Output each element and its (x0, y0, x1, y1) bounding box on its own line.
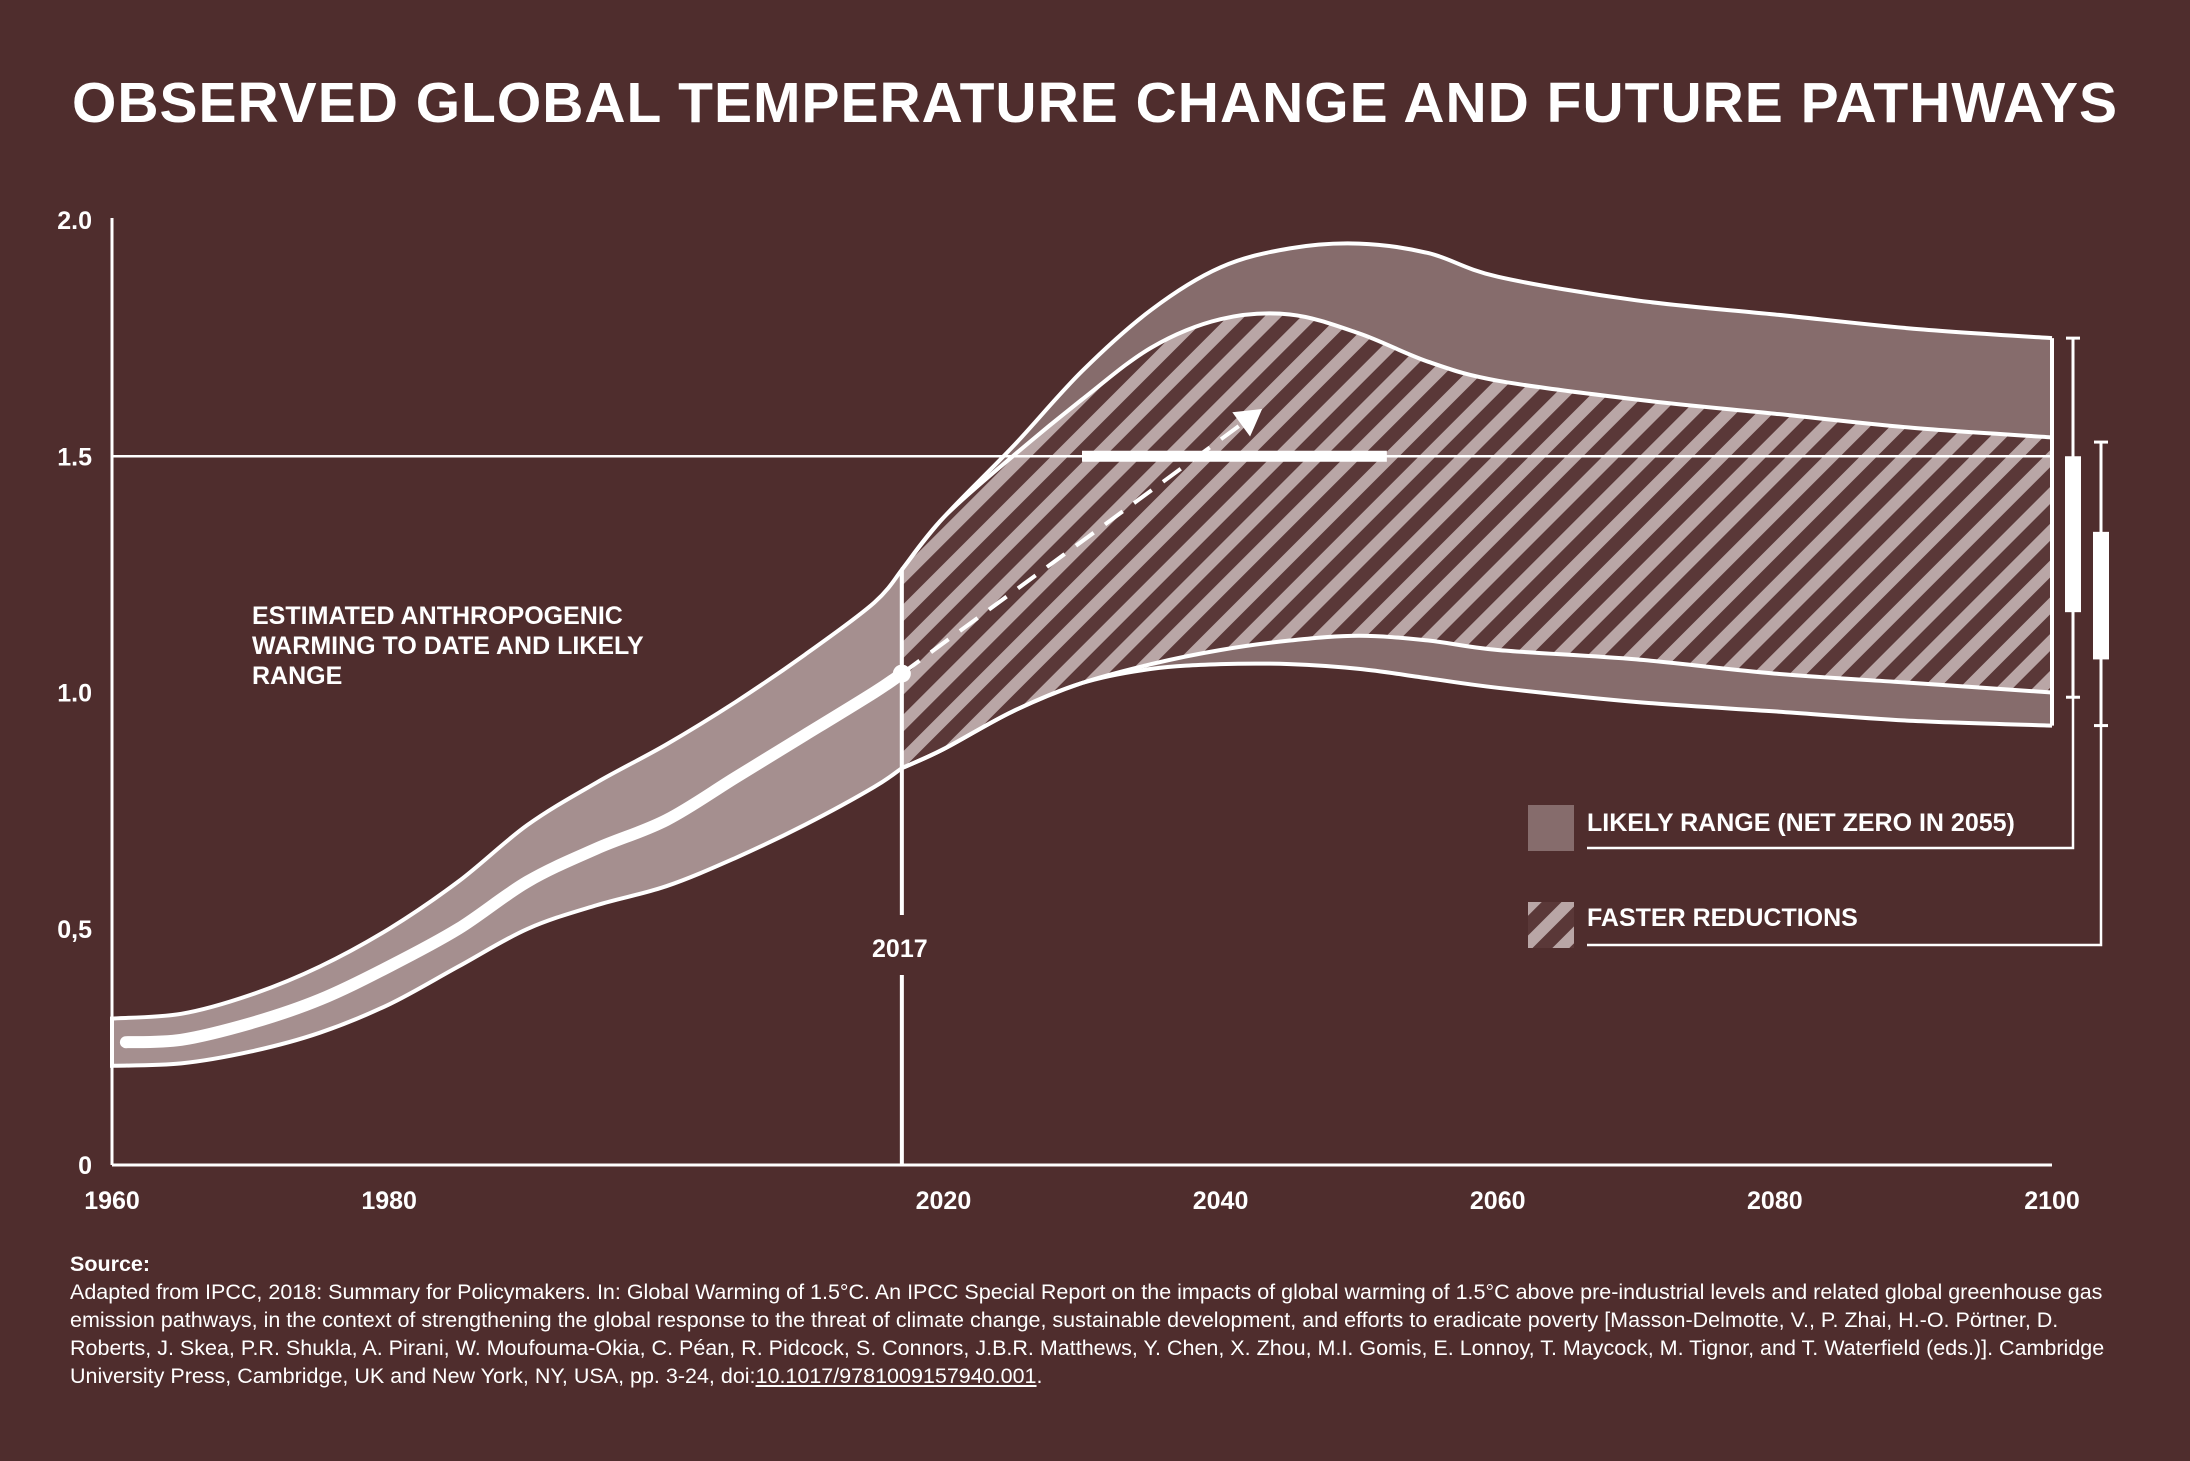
legend-leader-likely-range (1587, 697, 2075, 850)
faster-reductions-upper-edge (900, 311, 2053, 571)
x-tick-label: 2040 (1193, 1187, 1249, 1215)
x-tick-label: 1980 (361, 1187, 417, 1215)
x-tick-label: 2100 (2024, 1187, 2080, 1215)
faster-reductions-lower-edge (901, 633, 2053, 770)
source-end: . (1036, 1364, 1043, 1388)
annotation-line: RANGE (252, 662, 342, 690)
x-tick-label: 2080 (1747, 1187, 1803, 1215)
y-tick-label: 2.0 (57, 207, 92, 235)
x-tick-label: 2060 (1470, 1187, 1526, 1215)
y-tick-label: 0 (78, 1152, 92, 1180)
projection-arrow-head (1232, 409, 1263, 437)
likely-range-upper-edge (900, 241, 2053, 571)
x-tick-label: 1960 (84, 1187, 140, 1215)
source-text: Adapted from IPCC, 2018: Summary for Pol… (70, 1280, 2105, 1388)
y-tick-label: 1.5 (57, 443, 92, 471)
source-note: Source: Adapted from IPCC, 2018: Summary… (70, 1250, 2130, 1390)
source-doi-link[interactable]: 10.1017/9781009157940.001 (755, 1364, 1037, 1388)
legend-leader-faster-reductions (1587, 725, 2103, 947)
observed-central-line (119, 667, 908, 1049)
range-bar-box (2093, 531, 2109, 660)
y-tick-label: 1.0 (57, 680, 92, 708)
annotation-line: ESTIMATED ANTHROPOGENIC (252, 602, 623, 630)
legend-label-faster-reductions: FASTER REDUCTIONS (1587, 904, 1858, 932)
marker-label-2017: 2017 (872, 935, 928, 963)
annotation-line: WARMING TO DATE AND LIKELY (252, 632, 644, 660)
chart-title: OBSERVED GLOBAL TEMPERATURE CHANGE AND F… (72, 71, 2118, 135)
x-tick-label: 2020 (916, 1187, 972, 1215)
source-heading: Source: (70, 1252, 151, 1276)
legend-swatch-faster-reductions (1528, 902, 1574, 948)
range-bar-box (2065, 456, 2081, 613)
y-tick-label: 0,5 (57, 916, 92, 944)
legend-swatch-likely-range (1528, 805, 1574, 851)
legend-label-likely-range: LIKELY RANGE (NET ZERO IN 2055) (1587, 809, 2015, 837)
